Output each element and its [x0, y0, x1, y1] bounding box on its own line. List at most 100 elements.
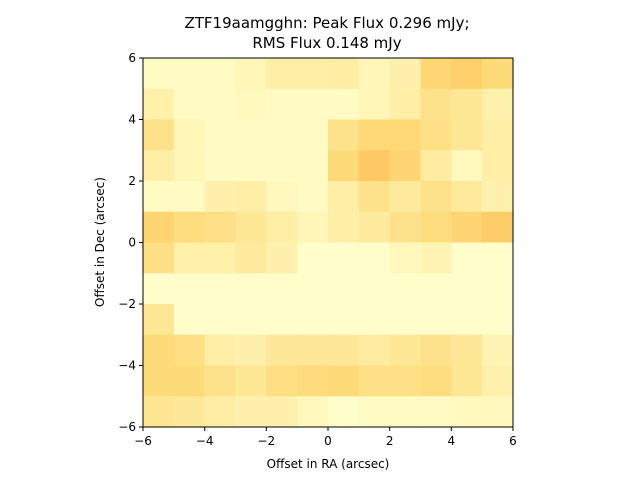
heatmap-cell: [451, 150, 483, 182]
heatmap-cell: [143, 150, 175, 182]
heatmap-cell: [328, 119, 360, 151]
heatmap-cell: [297, 211, 329, 244]
x-tick-label: 0: [324, 434, 332, 448]
heatmap-cell: [389, 88, 422, 121]
heatmap-cell: [358, 88, 391, 121]
heatmap-cell: [204, 181, 237, 213]
heatmap-cell: [358, 365, 391, 397]
heatmap-cell: [451, 88, 483, 121]
heatmap-cell: [389, 334, 422, 367]
heatmap-cell: [389, 304, 422, 336]
heatmap-cell: [451, 242, 483, 274]
heatmap-cell: [328, 396, 360, 428]
heatmap-cell: [173, 211, 206, 244]
heatmap-cell: [143, 273, 175, 305]
heatmap-cell: [389, 119, 422, 151]
heatmap-cell: [204, 119, 237, 151]
heatmap-cell: [266, 58, 298, 90]
heatmap-cell: [358, 304, 391, 336]
heatmap-cell: [204, 88, 237, 121]
heatmap-cell: [235, 334, 267, 367]
heatmap-cell: [235, 242, 267, 274]
heatmap-cell: [143, 365, 175, 397]
heatmap-cell: [143, 334, 175, 367]
heatmap-cell: [358, 181, 391, 213]
x-tick-label: −4: [196, 434, 214, 448]
heatmap-cell: [173, 181, 206, 213]
heatmap-cell: [451, 365, 483, 397]
heatmap-cell: [358, 242, 391, 274]
heatmap-cell: [173, 304, 206, 336]
heatmap-cell: [451, 58, 483, 90]
x-axis-label: Offset in RA (arcsec): [267, 457, 390, 471]
heatmap-cell: [420, 211, 452, 244]
heatmap-cell: [358, 334, 391, 367]
heatmap-cell: [451, 396, 483, 428]
heatmap-cell: [143, 242, 175, 274]
heatmap-cell: [482, 150, 514, 182]
heatmap-cell: [235, 273, 267, 305]
heatmap-cell: [420, 150, 452, 182]
heatmap-cell: [451, 211, 483, 244]
x-tick-label: 2: [386, 434, 394, 448]
heatmap-cell: [420, 396, 452, 428]
heatmap-cell: [482, 58, 514, 90]
heatmap-cell: [328, 150, 360, 182]
heatmap-cell: [204, 150, 237, 182]
heatmap-cell: [143, 396, 175, 428]
heatmap-cell: [173, 119, 206, 151]
y-tick-label: 6: [128, 51, 136, 65]
heatmap-cell: [204, 365, 237, 397]
x-tick-label: −6: [134, 434, 152, 448]
heatmap-cell: [204, 242, 237, 274]
heatmap-cell: [328, 88, 360, 121]
heatmap-cell: [358, 58, 391, 90]
heatmap-cell: [266, 181, 298, 213]
y-tick-label: 2: [128, 174, 136, 188]
heatmap-cell: [266, 365, 298, 397]
heatmap-cell: [389, 150, 422, 182]
heatmap-cell: [297, 304, 329, 336]
heatmap-cell: [266, 150, 298, 182]
heatmap-cell: [482, 365, 514, 397]
heatmap-cell: [358, 150, 391, 182]
heatmap-cell: [482, 273, 514, 305]
heatmap-cell: [297, 334, 329, 367]
heatmap-cell: [173, 334, 206, 367]
y-axis: −6 −4 −2 0 2 4 6: [118, 51, 143, 434]
heatmap-cell: [420, 119, 452, 151]
heatmap-cell: [451, 334, 483, 367]
heatmap-cell: [482, 119, 514, 151]
heatmap-cell: [143, 181, 175, 213]
heatmap-cell: [266, 211, 298, 244]
heatmap-cell: [297, 365, 329, 397]
heatmap-cell: [235, 181, 267, 213]
heatmap-cell: [482, 242, 514, 274]
heatmap-cell: [451, 304, 483, 336]
heatmap-cell: [328, 365, 360, 397]
heatmap-cell: [389, 273, 422, 305]
heatmap-cell: [482, 334, 514, 367]
heatmap-cell: [420, 365, 452, 397]
heatmap-cell: [389, 58, 422, 90]
heatmap-cell: [297, 119, 329, 151]
heatmap-cell: [266, 273, 298, 305]
heatmap-cell: [143, 58, 175, 90]
heatmap-cell: [389, 211, 422, 244]
heatmap-cell: [328, 58, 360, 90]
y-tick-label: −2: [118, 297, 136, 311]
heatmap-cell: [173, 242, 206, 274]
heatmap-cell: [235, 365, 267, 397]
heatmap-cell: [328, 304, 360, 336]
heatmap-cell: [389, 396, 422, 428]
heatmap-cell: [420, 58, 452, 90]
heatmap-cell: [235, 88, 267, 121]
heatmap-cell: [204, 304, 237, 336]
heatmap-cell: [420, 242, 452, 274]
chart-title-line1: ZTF19aamgghn: Peak Flux 0.296 mJy;: [184, 14, 469, 32]
heatmap-cell: [328, 242, 360, 274]
heatmap-cell: [482, 88, 514, 121]
heatmap-cell: [451, 273, 483, 305]
